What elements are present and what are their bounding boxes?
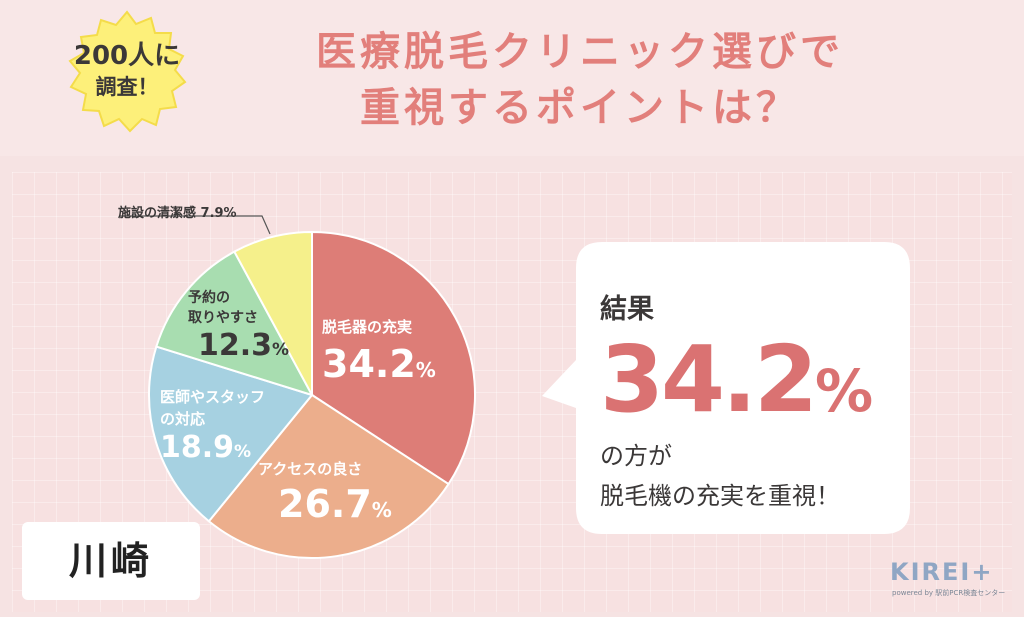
access-unit: % [371,498,392,522]
booking-unit: % [272,340,290,360]
label-staff-name1: 医師やスタッフ [160,388,266,406]
result-unit: % [815,357,874,425]
access-number: 26.7 [278,482,372,526]
result-number: 34.2 [600,326,818,433]
survey-badge: 200人に 調査！ [62,8,192,138]
label-booking-name2: 取りやすさ [188,310,258,326]
title-line1: 医療脱毛クリニック選びで [316,29,844,75]
label-access-value: 26.7% [278,482,392,532]
label-cleanliness: 施設の清潔感 7.9% [118,206,237,221]
label-booking-name1: 予約の [188,290,230,306]
equipment-number: 34.2 [322,342,416,386]
label-staff-value: 18.9% [160,430,265,470]
badge-burst-icon [68,10,187,133]
pie-slices [148,230,476,559]
result-value: 34.2% [600,330,873,441]
label-access: アクセスの良さ 26.7% [258,458,392,532]
pie-slice-4 [233,230,313,396]
result-label: 結果 [600,294,654,325]
pie-slice-3 [155,250,315,397]
label-equipment-value: 34.2% [322,342,436,392]
badge-line2: 調査！ [95,75,159,99]
logo-main-text: KIREI+ [890,558,994,586]
page-title: 医療脱毛クリニック選びで 重視するポイントは？ [210,24,950,136]
label-staff-name2: の対応 [160,410,206,428]
label-booking-value: 12.3% [198,328,289,368]
title-line2: 重視するポイントは？ [360,85,800,131]
badge-text: 200人に 調査！ [62,41,192,102]
result-line1: の方が [600,442,672,470]
pie-slice-1 [207,393,450,559]
label-staff: 医師やスタッフ の対応 18.9% [160,386,265,470]
result-line2: 脱毛機の充実を重視！ [600,482,840,510]
result-speech-bubble [542,242,910,534]
equipment-unit: % [415,358,436,382]
booking-number: 12.3 [198,328,273,363]
staff-unit: % [234,442,252,462]
staff-number: 18.9 [160,430,235,465]
header-band: 200人に 調査！ 医療脱毛クリニック選びで 重視するポイントは？ [0,0,1024,156]
label-booking: 予約の 取りやすさ 12.3% [188,288,289,368]
label-equipment: 脱毛器の充実 34.2% [322,316,436,392]
label-equipment-name: 脱毛器の充実 [322,318,413,336]
label-access-name: アクセスの良さ [258,460,363,478]
pie-slice-2 [148,345,314,523]
kirei-logo: KIREI+ powered by 駅前PCR検査センター [890,558,1010,602]
city-label: 川崎 [22,522,200,600]
logo-sub-text: powered by 駅前PCR検査センター [892,589,1006,597]
leader-line [120,215,271,235]
badge-line1: 200人に [73,41,181,71]
